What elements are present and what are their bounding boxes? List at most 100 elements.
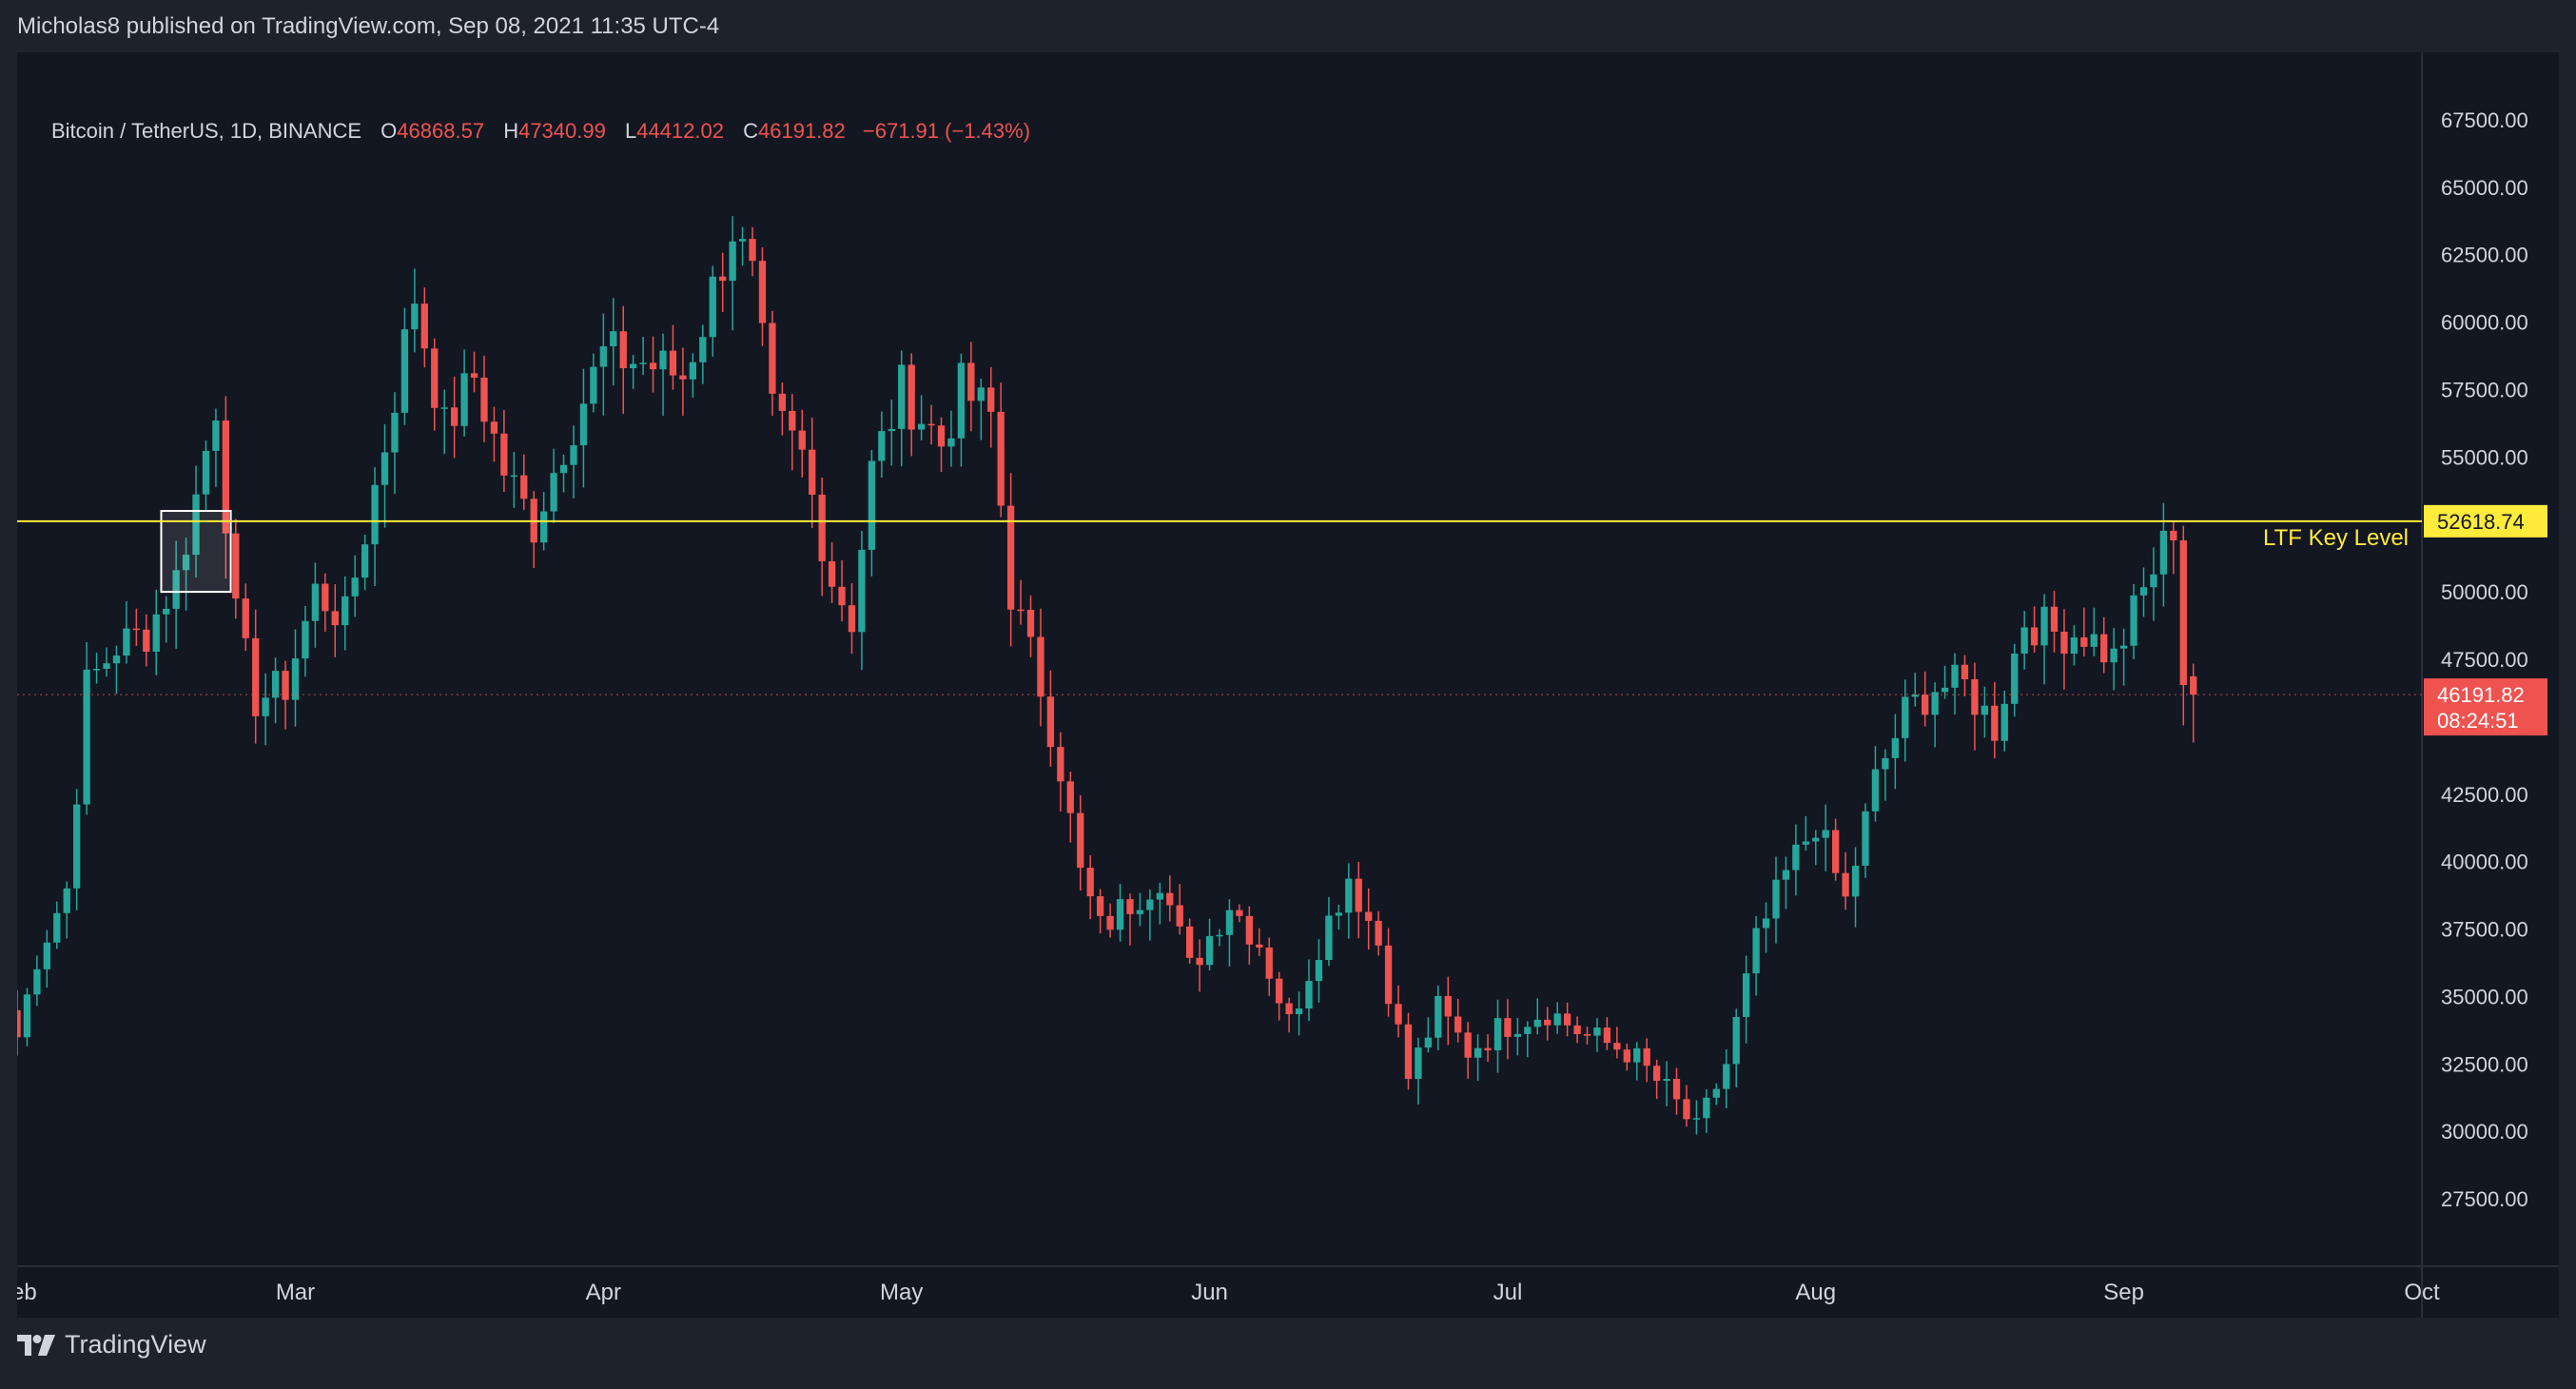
price-tick-label: 60000.00: [2441, 311, 2528, 335]
candle-body: [719, 276, 727, 282]
key-level-label: LTF Key Level: [2263, 525, 2409, 551]
candle-body: [1633, 1047, 1641, 1063]
footer-brand[interactable]: TradingView: [17, 1330, 206, 1360]
open-key: O: [381, 119, 398, 143]
candle-body: [977, 387, 985, 401]
candle-body: [1832, 830, 1840, 873]
candle-body: [927, 423, 935, 426]
candle-body: [778, 393, 787, 411]
candle-body: [917, 423, 926, 430]
bar-countdown-label: 08:24:51: [2437, 709, 2519, 733]
candle-body: [420, 303, 428, 349]
candle-body: [1236, 910, 1243, 916]
chart-panel[interactable]: 27500.00 30000.00 32500.00 35000.00 37500.00…: [17, 52, 2559, 1318]
candle-body: [937, 425, 946, 447]
candle-body: [371, 484, 379, 545]
candle-body: [1593, 1027, 1601, 1036]
candle-body: [1941, 687, 1949, 693]
price-tick-label: 32500.00: [2441, 1052, 2528, 1076]
candle-body: [1355, 878, 1362, 912]
candle-body: [1802, 841, 1809, 845]
candle-body: [2000, 703, 2008, 741]
high-key: H: [503, 119, 519, 143]
candle-body: [997, 411, 1005, 506]
candle-body: [898, 364, 906, 429]
candle-body: [888, 428, 895, 432]
candle-body: [858, 549, 866, 633]
candlestick-chart[interactable]: 27500.00 30000.00 32500.00 35000.00 37500.00…: [17, 52, 2559, 1318]
price-tick-label: 27500.00: [2441, 1187, 2528, 1211]
price-tick-label: 55000.00: [2441, 445, 2528, 469]
candle-body: [92, 669, 101, 671]
candle-body: [192, 494, 200, 556]
candle-body: [1563, 1013, 1571, 1026]
candle-body: [1792, 844, 1800, 871]
candle-body: [1086, 868, 1094, 897]
candle-body: [639, 362, 647, 364]
candle-body: [212, 420, 220, 451]
candle-body: [559, 464, 568, 474]
candle-body: [987, 387, 995, 412]
candle-body: [2100, 634, 2108, 663]
candle-body: [2050, 606, 2059, 632]
candle-body: [1613, 1043, 1621, 1050]
candle-body: [878, 431, 886, 461]
candle-body: [828, 560, 836, 587]
candle-body: [1245, 915, 1253, 945]
candle-body: [2090, 634, 2098, 647]
candle-body: [1732, 1016, 1740, 1065]
candle-body: [1006, 505, 1015, 610]
candle-body: [331, 611, 339, 626]
candle-body: [1524, 1027, 1532, 1034]
candle-body: [361, 544, 369, 578]
candle-body: [669, 350, 677, 376]
candle-body: [1066, 781, 1074, 813]
candle-body: [520, 475, 528, 499]
candle-body: [1871, 769, 1880, 812]
candle-body: [202, 450, 210, 495]
candle-body: [103, 663, 110, 670]
candle-body: [1166, 892, 1174, 906]
candle-body: [1026, 609, 1035, 637]
candle-body: [599, 346, 607, 367]
key-level-price-label: 52618.74: [2437, 510, 2525, 534]
candle-body: [2011, 653, 2019, 704]
candle-body: [1504, 1018, 1512, 1037]
candle-body: [1375, 920, 1382, 946]
candle-body: [1703, 1097, 1710, 1119]
price-tick-label: 30000.00: [2441, 1120, 2528, 1144]
candle-body: [1911, 694, 1919, 697]
candle-body: [738, 239, 747, 242]
candle-body: [1037, 636, 1044, 697]
candle-body: [490, 421, 498, 434]
candle-body: [1136, 910, 1144, 914]
candle-body: [242, 598, 249, 638]
candle-body: [172, 570, 180, 609]
candle-body: [351, 577, 359, 597]
candle-body: [53, 912, 61, 943]
symbol-label: Bitcoin / TetherUS, 1D, BINANCE: [51, 119, 362, 143]
candle-body: [907, 364, 915, 430]
price-tick-label: 57500.00: [2441, 378, 2528, 401]
candle-body: [729, 241, 736, 282]
price-tick-label: 65000.00: [2441, 176, 2528, 200]
candle-body: [1146, 899, 1154, 910]
candle-body: [1663, 1078, 1670, 1082]
candle-body: [1683, 1099, 1690, 1120]
candle-body: [1295, 1008, 1303, 1014]
candle-body: [1415, 1047, 1422, 1080]
candle-body: [232, 533, 240, 599]
candle-body: [1096, 896, 1104, 916]
candle-body: [1762, 918, 1770, 929]
candle-body: [1772, 879, 1780, 919]
candle-body: [2139, 587, 2148, 596]
candle-body: [1057, 747, 1064, 782]
candle-body: [1265, 948, 1273, 979]
price-tick-label: 42500.00: [2441, 783, 2528, 807]
candle-body: [132, 628, 141, 631]
candle-body: [2119, 645, 2128, 649]
candle-body: [1822, 830, 1829, 838]
low-value: 44412.02: [636, 119, 724, 143]
candle-body: [769, 323, 776, 394]
close-value: 46191.82: [758, 119, 846, 143]
